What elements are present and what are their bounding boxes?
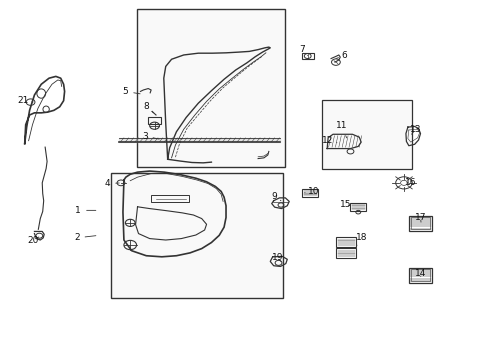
Bar [350, 203, 366, 211]
Text: 13: 13 [409, 125, 421, 134]
Text: 12: 12 [322, 136, 336, 145]
Bar [408, 216, 431, 231]
Text: 11: 11 [335, 121, 347, 138]
Text: 21: 21 [18, 96, 33, 105]
Text: 10: 10 [304, 187, 319, 196]
Bar [335, 248, 356, 258]
Text: 6: 6 [335, 51, 346, 60]
Bar [301, 189, 318, 197]
Bar [148, 117, 161, 123]
Text: 15: 15 [339, 200, 351, 209]
Bar [136, 9, 285, 167]
Text: 5: 5 [122, 87, 140, 96]
Text: 19: 19 [271, 253, 283, 262]
Bar [408, 268, 431, 283]
Text: 7: 7 [298, 45, 307, 56]
Text: 8: 8 [143, 102, 153, 113]
Text: 14: 14 [414, 269, 426, 278]
Bar [151, 195, 189, 202]
Text: 3: 3 [142, 131, 159, 140]
Bar [335, 237, 356, 247]
Text: 1: 1 [75, 206, 96, 215]
Text: 16: 16 [404, 178, 416, 187]
Text: 17: 17 [414, 213, 426, 222]
Bar [410, 217, 429, 229]
Bar [111, 173, 283, 298]
Bar [410, 269, 429, 282]
Text: 20: 20 [27, 235, 39, 244]
Text: 18: 18 [356, 233, 367, 246]
Text: 9: 9 [271, 192, 281, 201]
Bar [322, 100, 411, 169]
Text: 4: 4 [104, 179, 119, 188]
Bar [301, 53, 313, 59]
Text: 2: 2 [74, 233, 96, 242]
